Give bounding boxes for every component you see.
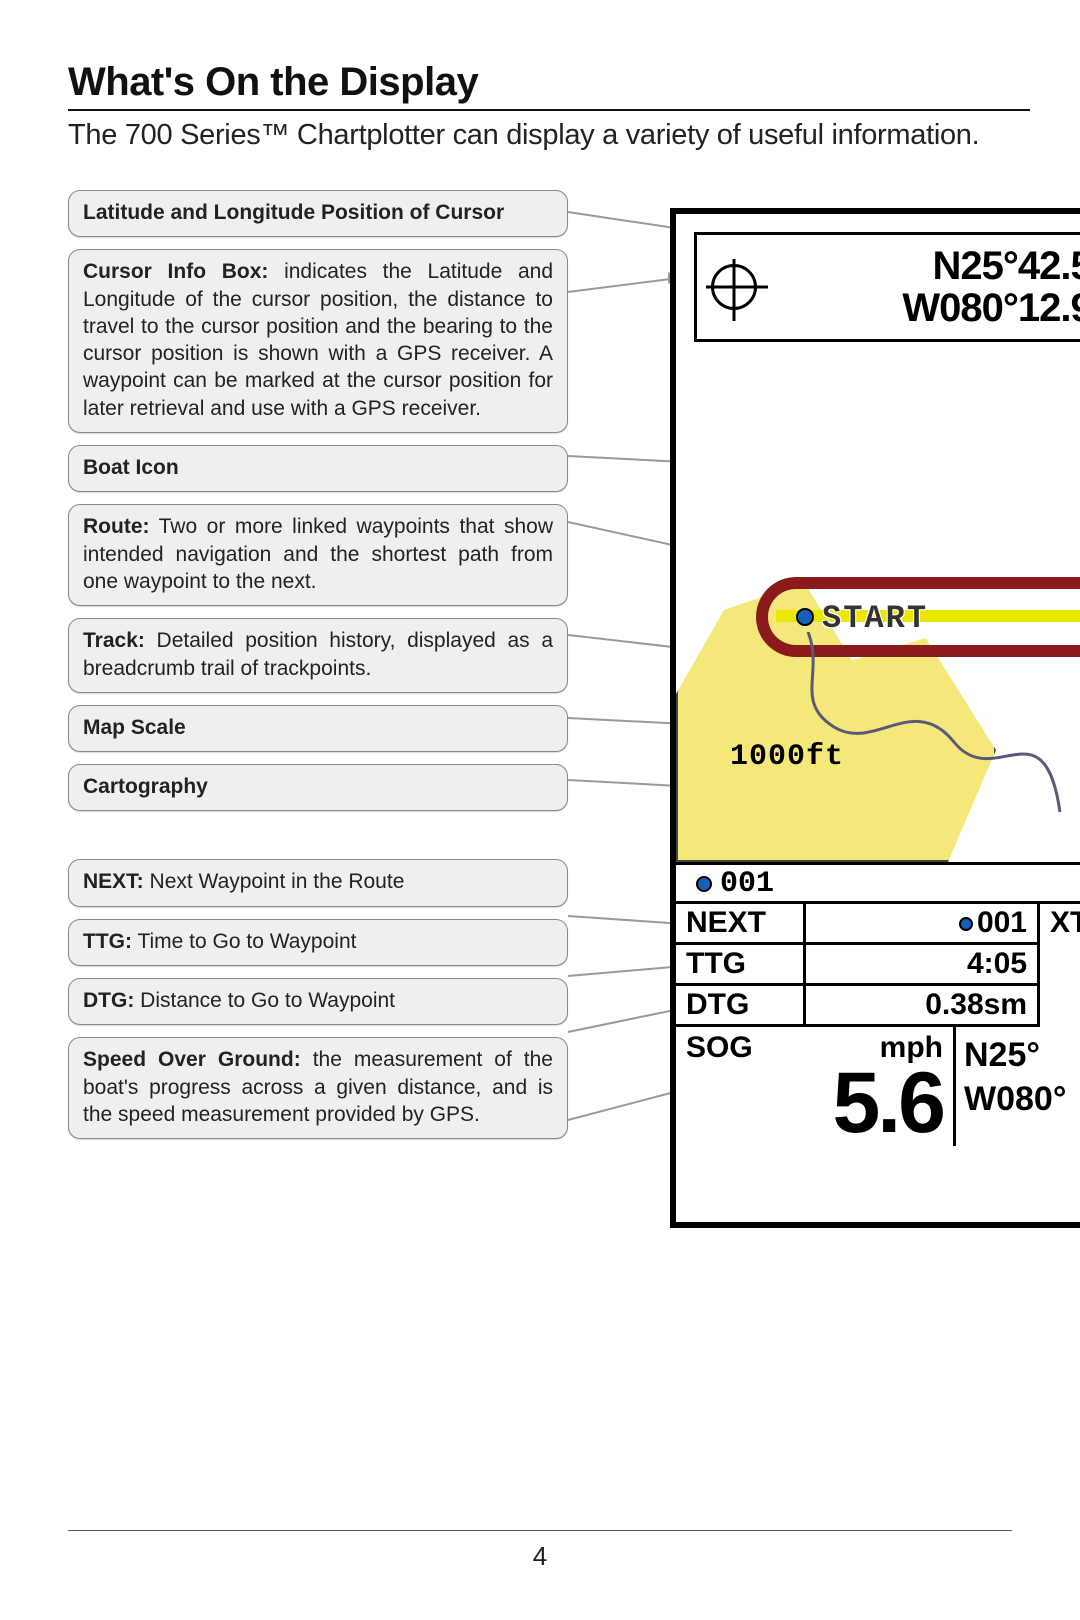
callout-track: Track: Detailed position history, displa… <box>68 618 568 693</box>
callout-lead: Cartography <box>83 775 208 798</box>
cursor-crosshair-icon <box>711 264 757 310</box>
data-grid: NEXT 001 XTE TTG 4:05 DTG 0.38sm <box>676 901 1080 1027</box>
next-label: NEXT <box>676 904 806 945</box>
callout-boat-icon: Boat Icon <box>68 445 568 492</box>
callout-map-scale: Map Scale <box>68 705 568 752</box>
callout-lead: NEXT: <box>83 870 144 893</box>
callout-body: Two or more linked waypoints that show i… <box>83 515 553 593</box>
callout-lead: DTG: <box>83 989 134 1012</box>
callout-lead: Track: <box>83 629 145 652</box>
track-line <box>804 632 1064 832</box>
xte-label: XTE <box>1040 904 1080 945</box>
waypoint-band: 001 <box>676 862 1080 901</box>
ttg-value: 4:05 <box>806 945 1040 986</box>
callout-cursor-info: Cursor Info Box: indicates the Latitude … <box>68 249 568 433</box>
start-waypoint-icon <box>796 608 814 626</box>
callout-lat-lon: Latitude and Longitude Position of Curso… <box>68 190 568 237</box>
callout-dtg: DTG: Distance to Go to Waypoint <box>68 978 568 1025</box>
waypoint-dot-icon <box>959 917 973 931</box>
sog-row: SOG mph 5.6 N25° W080° <box>676 1027 1080 1146</box>
callout-sog: Speed Over Ground: the measurement of th… <box>68 1037 568 1139</box>
map-area: START 1000ft <box>676 342 1080 862</box>
chartplotter-display: N25°42.56 W080°12.98 START 1000ft 0 <box>670 208 1080 1228</box>
callout-body: Distance to Go to Waypoint <box>134 989 395 1012</box>
pos-lat: N25° <box>964 1033 1080 1077</box>
cursor-lon: W080°12.98 <box>771 287 1080 329</box>
next-value-text: 001 <box>977 906 1027 939</box>
sog-value: 5.6 <box>686 1065 943 1142</box>
callout-lead: Speed Over Ground: <box>83 1048 301 1071</box>
cursor-lat: N25°42.56 <box>771 245 1080 287</box>
callout-route: Route: Two or more linked waypoints that… <box>68 504 568 606</box>
callout-body: Time to Go to Waypoint <box>132 930 356 953</box>
page-footer: 4 <box>68 1530 1012 1572</box>
map-scale-label: 1000ft <box>730 740 844 774</box>
waypoint-dot-icon <box>696 876 712 892</box>
callout-ttg: TTG: Time to Go to Waypoint <box>68 919 568 966</box>
callout-body: indicates the Latitude and Longitude of … <box>83 260 553 419</box>
callout-lead: Latitude and Longitude Position of Curso… <box>83 201 504 224</box>
page-title: What's On the Display <box>68 60 1030 111</box>
callout-cartography: Cartography <box>68 764 568 811</box>
page-number: 4 <box>533 1541 547 1571</box>
callout-lead: Route: <box>83 515 150 538</box>
sog-label: SOG <box>686 1031 753 1065</box>
callout-column: Latitude and Longitude Position of Curso… <box>68 190 568 1151</box>
waypoint-id: 001 <box>720 867 774 901</box>
callout-lead: Map Scale <box>83 716 186 739</box>
ttg-label: TTG <box>676 945 806 986</box>
pos-lon: W080° <box>964 1077 1080 1121</box>
callout-lead: Boat Icon <box>83 456 179 479</box>
callout-lead: Cursor Info Box: <box>83 260 268 283</box>
dtg-label: DTG <box>676 986 806 1027</box>
callout-body: Next Waypoint in the Route <box>144 870 405 893</box>
page-subtitle: The 700 Series™ Chartplotter can display… <box>68 119 1030 152</box>
cursor-info-box: N25°42.56 W080°12.98 <box>694 232 1080 342</box>
dtg-value: 0.38sm <box>806 986 1040 1027</box>
callout-next: NEXT: Next Waypoint in the Route <box>68 859 568 906</box>
callout-lead: TTG: <box>83 930 132 953</box>
next-value: 001 <box>806 904 1040 945</box>
callout-body: Detailed position history, displayed as … <box>83 629 553 679</box>
